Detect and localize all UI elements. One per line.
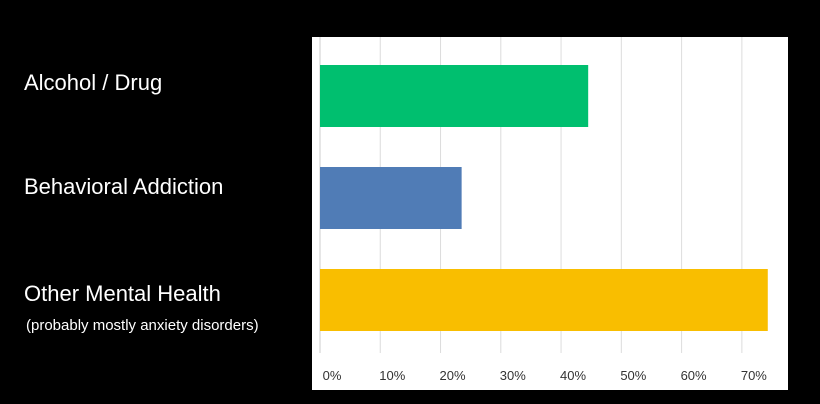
bars	[320, 65, 768, 331]
x-tick-label-40: 40%	[560, 368, 586, 383]
category-label-other-mental-health: Other Mental Health	[24, 281, 221, 306]
x-tick-label-70: 70%	[741, 368, 767, 383]
x-tick-label-60: 60%	[681, 368, 707, 383]
category-label-behavioral-addiction: Behavioral Addiction	[24, 174, 224, 199]
x-tick-label-10: 10%	[379, 368, 405, 383]
category-label-alcohol-drug: Alcohol / Drug	[24, 70, 163, 95]
x-tick-label-30: 30%	[500, 368, 526, 383]
bar-other-mental-health	[320, 269, 768, 331]
bar-chart: 0% 10% 20% 30% 40% 50% 60% 70%	[312, 37, 788, 390]
bar-behavioral-addiction	[320, 167, 462, 229]
category-sublabel-other-mental-health: (probably mostly anxiety disorders)	[26, 317, 259, 334]
x-tick-label-0: 0%	[323, 368, 342, 383]
x-tick-label-20: 20%	[440, 368, 466, 383]
bar-alcohol-drug	[320, 65, 589, 127]
x-tick-labels: 0% 10% 20% 30% 40% 50% 60% 70%	[323, 368, 768, 383]
x-tick-label-50: 50%	[620, 368, 646, 383]
